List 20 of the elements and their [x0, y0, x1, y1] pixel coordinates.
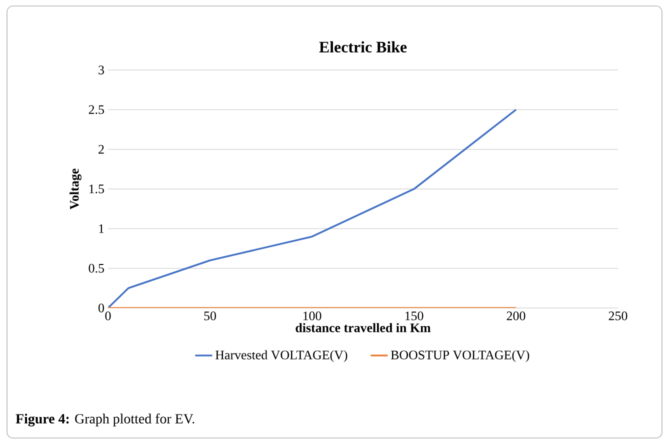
x-tick-label: 150	[405, 312, 424, 320]
y-tick-label: 1.5	[89, 184, 104, 194]
y-tick-label: 0	[98, 304, 104, 312]
x-tick-label: 100	[303, 312, 322, 320]
x-axis-title: distance travelled in Km	[296, 323, 431, 332]
y-axis-title: Voltage	[70, 168, 82, 210]
x-tick-label: 250	[608, 312, 628, 320]
y-tick-label: 3	[98, 66, 104, 74]
x-tick-label: 50	[204, 312, 216, 320]
chart-title: Electric Bike	[319, 41, 407, 52]
line-series	[108, 108, 517, 308]
legend-label: Harvested VOLTAGE(V)	[215, 350, 348, 362]
y-tick-label: 0.5	[88, 264, 104, 273]
y-tick-label: 2	[98, 145, 104, 154]
legend-label: BOOSTUP VOLTAGE(V)	[390, 350, 530, 362]
y-tick-label: 1	[99, 224, 104, 233]
x-tick-label: 200	[506, 312, 526, 320]
x-tick-label: 0	[105, 312, 111, 320]
text: Figure 4: Graph plotted for EV.	[16, 414, 194, 426]
y-tick-label: 2.5	[88, 105, 104, 114]
